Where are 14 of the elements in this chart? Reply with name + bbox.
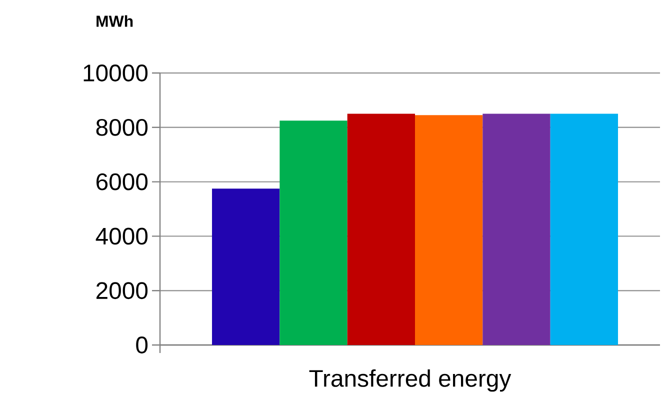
y-tick-label: 6000 [96,173,148,190]
bar [550,114,618,345]
y-tick-label: 10000 [84,64,148,82]
bar [280,120,348,345]
y-tick-label: 8000 [96,118,148,136]
bar [415,115,483,345]
y-tick-label: 2000 [96,282,148,300]
y-axis-title: MWh [96,15,133,27]
y-tick-label: 4000 [96,228,148,245]
bar [212,188,280,345]
bar [482,114,550,345]
bar [347,114,416,345]
x-axis-title: Transferred energy [309,369,512,392]
y-tick-label: 0 [136,336,148,354]
